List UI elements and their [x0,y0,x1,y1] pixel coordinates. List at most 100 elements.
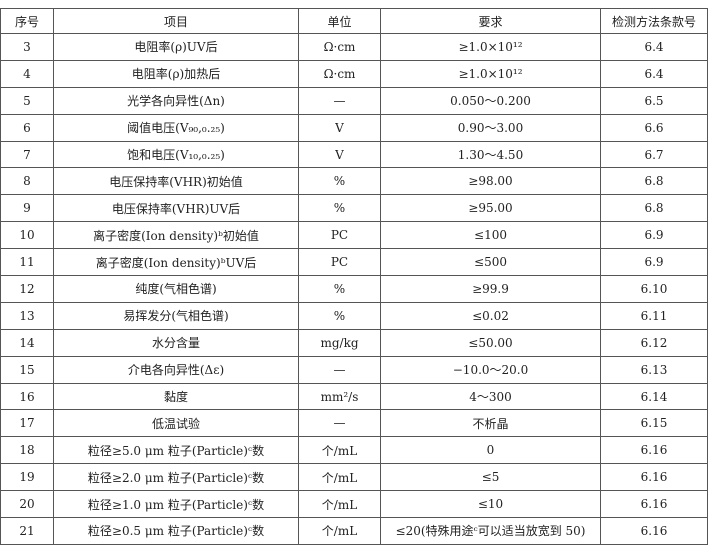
unit: 个/mL [298,490,381,519]
item: 黏度 [53,382,299,411]
row-number: 3 [0,33,54,61]
table-row: 20 粒径≥1.0 μm 粒子(Particle)ᶜ数 个/mL ≤10 6.16 [0,490,708,519]
table-row: 14 水分含量 mg/kg ≤50.00 6.12 [0,328,708,357]
row-number: 9 [0,194,54,223]
unit: 个/mL [298,517,381,545]
requirement: 4～300 [380,382,601,411]
requirement: 0 [380,436,601,465]
unit: % [298,301,381,330]
unit: — [298,355,381,384]
table-row: 19 粒径≥2.0 μm 粒子(Particle)ᶜ数 个/mL ≤5 6.16 [0,463,708,492]
method-clause: 6.16 [600,463,708,492]
row-number: 4 [0,59,54,88]
item: 粒径≥5.0 μm 粒子(Particle)ᶜ数 [53,436,299,465]
header-cell: 项目 [53,8,299,34]
method-clause: 6.8 [600,194,708,223]
row-number: 17 [0,409,54,438]
item: 离子密度(Ion density)ᵇ初始值 [53,221,299,250]
table-row: 9 电压保持率(VHR)UV后% ≥95.00 6.8 [0,194,708,223]
unit: % [298,275,381,303]
item: 粒径≥1.0 μm 粒子(Particle)ᶜ数 [53,490,299,519]
header-cell: 检测方法条款号 [600,8,708,34]
table-row: 4 电阻率(ρ)加热后 Ω·cm ≥1.0×10¹² 6.4 [0,59,708,88]
row-number: 15 [0,355,54,384]
method-clause: 6.10 [600,275,708,303]
item: 纯度(气相色谱) [53,275,299,303]
item: 低温试验 [53,409,299,438]
table-body: 3 电阻率(ρ)UV后 Ω·cm ≥1.0×10¹² 6.4 4 电阻率(ρ)加热后 Ω·cm… [0,33,708,545]
row-number: 5 [0,86,54,115]
method-clause: 6.11 [600,301,708,330]
table-row: 11 离子密度(Ion density)ᵇUV后 PC ≤500 6.9 [0,248,708,277]
method-clause: 6.6 [600,113,708,142]
requirement: ≤5 [380,463,601,492]
table-row: 12 纯度(气相色谱)% ≥99.9 6.10 [0,275,708,303]
row-number: 21 [0,517,54,545]
requirement: 1.30～4.50 [380,140,601,169]
table-row: 7 饱和电压(V₁₀,₀.₂₅) V 1.30～4.50 6.7 [0,140,708,169]
method-clause: 6.13 [600,355,708,384]
table-row: 15 介电各向异性(Δε) — −10.0～20.0 6.13 [0,355,708,384]
table-row: 13 易挥发分(气相色谱)% ≤0.02 6.11 [0,301,708,330]
requirement: ≤0.02 [380,301,601,330]
requirement: ≤50.00 [380,328,601,357]
row-number: 7 [0,140,54,169]
row-number: 16 [0,382,54,411]
requirement: ≥98.00 [380,167,601,196]
method-clause: 6.12 [600,328,708,357]
spec-table: 序号 项目 单位 要求 检测方法条款号 3 电阻率(ρ)UV后 Ω·cm ≥1.0×10¹² 6… [0,8,708,545]
requirement: ≥95.00 [380,194,601,223]
header-cell: 单位 [298,8,381,34]
unit: mm²/s [298,382,381,411]
method-clause: 6.15 [600,409,708,438]
method-clause: 6.5 [600,86,708,115]
unit: % [298,194,381,223]
method-clause: 6.9 [600,248,708,277]
table-row: 6 阈值电压(V₉₀,₀.₂₅) V 0.90～3.00 6.6 [0,113,708,142]
unit: — [298,409,381,438]
method-clause: 6.8 [600,167,708,196]
requirement: 0.050～0.200 [380,86,601,115]
item: 易挥发分(气相色谱) [53,301,299,330]
header-cell: 要求 [380,8,601,34]
method-clause: 6.4 [600,59,708,88]
item: 离子密度(Ion density)ᵇUV后 [53,248,299,277]
requirement: 不析晶 [380,409,601,438]
table-row: 3 电阻率(ρ)UV后 Ω·cm ≥1.0×10¹² 6.4 [0,33,708,61]
unit: PC [298,248,381,277]
item: 电压保持率(VHR)初始值 [53,167,299,196]
table-row: 21 粒径≥0.5 μm 粒子(Particle)ᶜ数 个/mL ≤20(特殊用途ᶜ可… [0,517,708,545]
row-number: 13 [0,301,54,330]
item: 粒径≥2.0 μm 粒子(Particle)ᶜ数 [53,463,299,492]
method-clause: 6.4 [600,33,708,61]
unit: mg/kg [298,328,381,357]
table-row: 16 黏度 mm²/s 4～300 6.14 [0,382,708,411]
table-row: 18 粒径≥5.0 μm 粒子(Particle)ᶜ数 个/mL 0 6.16 [0,436,708,465]
header-row: 序号 项目 单位 要求 检测方法条款号 [0,8,708,34]
requirement: −10.0～20.0 [380,355,601,384]
unit: Ω·cm [298,33,381,61]
requirement: ≥99.9 [380,275,601,303]
requirement: ≤500 [380,248,601,277]
item: 电压保持率(VHR)UV后 [53,194,299,223]
row-number: 6 [0,113,54,142]
header-cell: 序号 [0,8,54,34]
row-number: 18 [0,436,54,465]
row-number: 14 [0,328,54,357]
requirement: ≤100 [380,221,601,250]
method-clause: 6.9 [600,221,708,250]
table-row: 17 低温试验 — 不析晶 6.15 [0,409,708,438]
requirement: 0.90～3.00 [380,113,601,142]
row-number: 11 [0,248,54,277]
unit: 个/mL [298,463,381,492]
unit: PC [298,221,381,250]
method-clause: 6.14 [600,382,708,411]
requirement: ≤10 [380,490,601,519]
requirement: ≤20(特殊用途ᶜ可以适当放宽到 50) [380,517,601,545]
unit: 个/mL [298,436,381,465]
item: 水分含量 [53,328,299,357]
row-number: 20 [0,490,54,519]
item: 光学各向异性(Δn) [53,86,299,115]
item: 介电各向异性(Δε) [53,355,299,384]
requirement: ≥1.0×10¹² [380,59,601,88]
